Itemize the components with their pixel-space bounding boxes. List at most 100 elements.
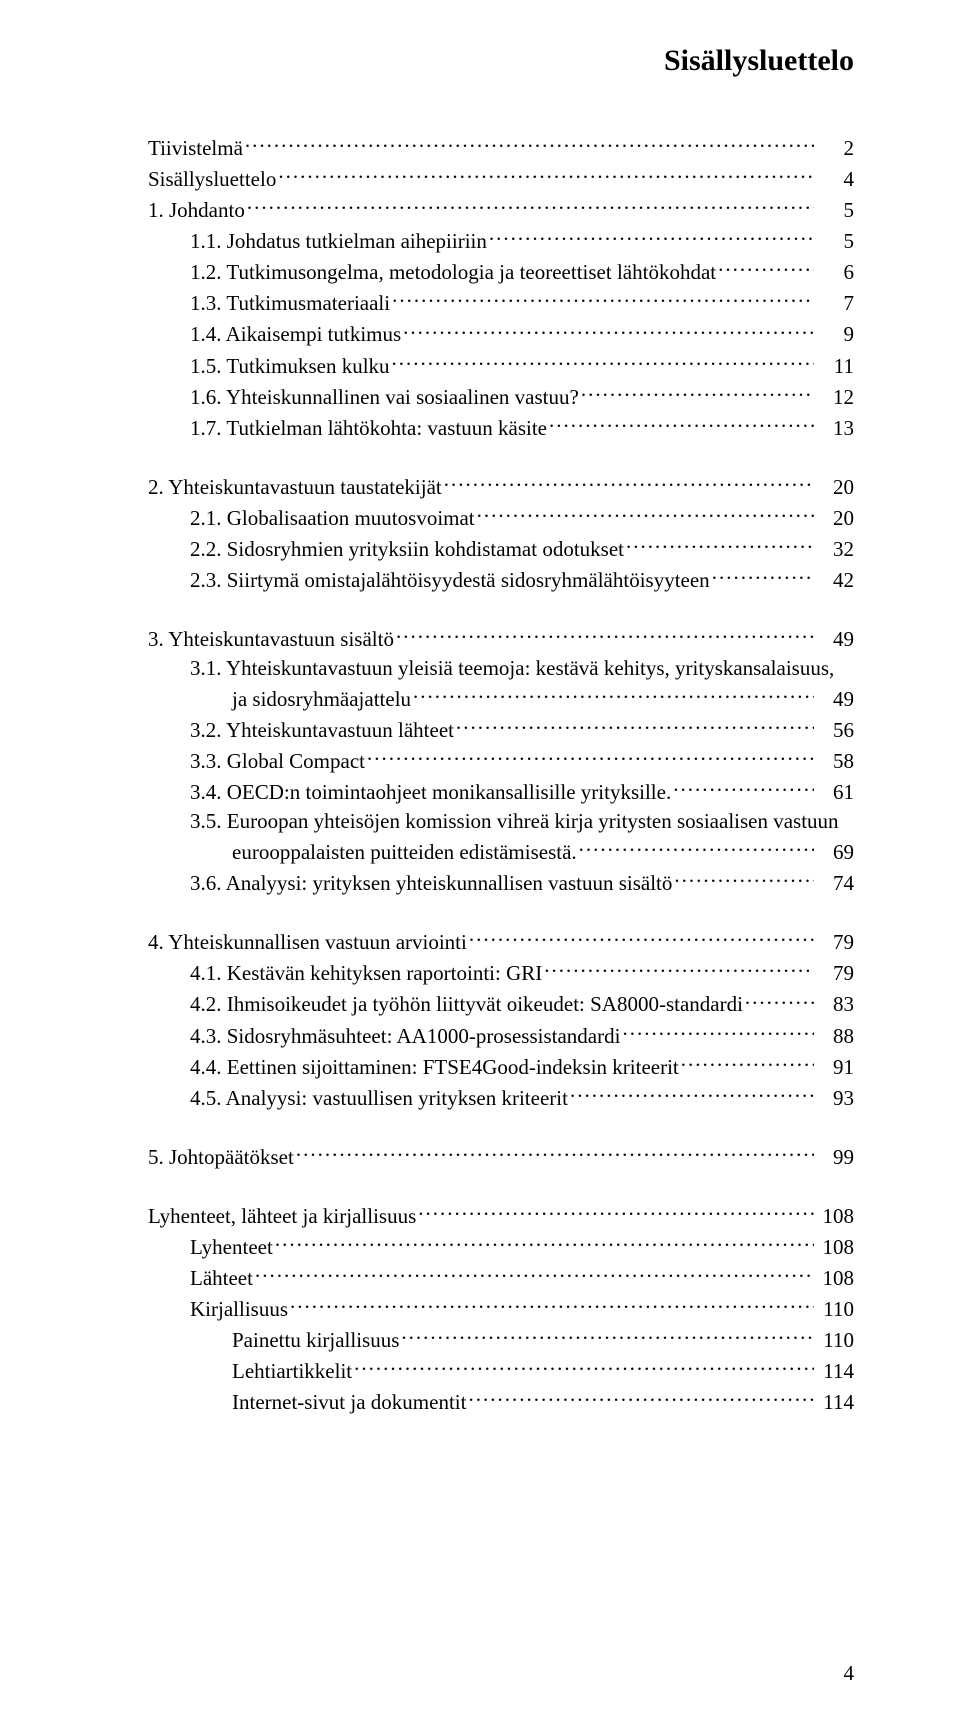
- toc-entry: 4.4. Eettinen sijoittaminen: FTSE4Good-i…: [148, 1051, 854, 1082]
- toc-leader-dots: [396, 623, 814, 646]
- toc-entry-label: 1.7. Tutkielman lähtökohta: vastuun käsi…: [190, 414, 547, 443]
- toc-entry-label: Lyhenteet: [190, 1233, 273, 1262]
- toc-entry-label: 2. Yhteiskuntavastuun taustatekijät: [148, 473, 442, 502]
- toc-leader-dots: [245, 132, 814, 155]
- toc-entry-label: Lähteet: [190, 1264, 253, 1293]
- toc-entry-page: 2: [816, 134, 854, 163]
- toc-entry: 4.2. Ihmisoikeudet ja työhön liittyvät o…: [148, 988, 854, 1019]
- toc-entry-label: 4. Yhteiskunnallisen vastuun arviointi: [148, 928, 467, 957]
- toc-entry: 1.5. Tutkimuksen kulku11: [148, 349, 854, 380]
- toc-leader-dots: [278, 163, 814, 186]
- toc-entry-page: 49: [816, 685, 854, 714]
- toc-entry-page: 114: [816, 1388, 854, 1417]
- toc-entry: Tiivistelmä 2: [148, 132, 854, 163]
- toc-leader-dots: [673, 776, 814, 799]
- toc-entry-label: Lehtiartikkelit: [232, 1357, 352, 1386]
- toc-entry-label: 4.2. Ihmisoikeudet ja työhön liittyvät o…: [190, 990, 743, 1019]
- toc-entry: 1.4. Aikaisempi tutkimus9: [148, 318, 854, 349]
- toc-entry: 4.1. Kestävän kehityksen raportointi: GR…: [148, 957, 854, 988]
- toc-entry-label: 2.2. Sidosryhmien yrityksiin kohdistamat…: [190, 535, 624, 564]
- table-of-contents: Tiivistelmä2Sisällysluettelo41. Johdanto…: [148, 132, 854, 1417]
- toc-entry-page: 20: [816, 473, 854, 502]
- toc-entry: 3. Yhteiskuntavastuun sisältö 49: [148, 623, 854, 654]
- toc-entry: 3.1. Yhteiskuntavastuun yleisiä teemoja:…: [148, 654, 854, 683]
- toc-entry-page: 12: [816, 383, 854, 412]
- toc-leader-dots: [489, 225, 814, 248]
- toc-entry-label: 3.4. OECD:n toimintaohjeet monikansallis…: [190, 778, 671, 807]
- toc-entry-page: 42: [816, 566, 854, 595]
- toc-gap: [148, 898, 854, 926]
- toc-entry: 1.7. Tutkielman lähtökohta: vastuun käsi…: [148, 412, 854, 443]
- toc-entry: 2. Yhteiskuntavastuun taustatekijät 20: [148, 471, 854, 502]
- toc-entry-page: 20: [816, 504, 854, 533]
- toc-leader-dots: [255, 1262, 814, 1285]
- toc-entry: 3.5. Euroopan yhteisöjen komission vihre…: [148, 807, 854, 836]
- toc-leader-dots: [401, 1324, 814, 1347]
- toc-entry-label: 4.4. Eettinen sijoittaminen: FTSE4Good-i…: [190, 1053, 679, 1082]
- toc-entry: 1.3. Tutkimusmateriaali7: [148, 287, 854, 318]
- toc-entry-page: 49: [816, 625, 854, 654]
- toc-entry: 4. Yhteiskunnallisen vastuun arviointi79: [148, 926, 854, 957]
- toc-entry: Sisällysluettelo 4: [148, 163, 854, 194]
- toc-leader-dots: [418, 1200, 814, 1223]
- toc-entry-page: 110: [816, 1326, 854, 1355]
- toc-entry: 4.5. Analyysi: vastuullisen yrityksen kr…: [148, 1082, 854, 1113]
- toc-entry-label: Tiivistelmä: [148, 134, 243, 163]
- toc-leader-dots: [570, 1082, 814, 1105]
- toc-entry: 1.1. Johdatus tutkielman aihepiiriin5: [148, 225, 854, 256]
- toc-entry-page: 114: [816, 1357, 854, 1386]
- toc-entry-continuation: ja sidosryhmäajattelu49: [148, 683, 854, 714]
- toc-leader-dots: [247, 194, 814, 217]
- page-number: 4: [844, 1661, 855, 1686]
- toc-leader-dots: [403, 318, 814, 341]
- toc-entry: 2.3. Siirtymä omistajalähtöisyydestä sid…: [148, 564, 854, 595]
- toc-entry: Lyhenteet, lähteet ja kirjallisuus108: [148, 1200, 854, 1231]
- toc-leader-dots: [469, 926, 814, 949]
- toc-entry: Kirjallisuus 110: [148, 1293, 854, 1324]
- toc-entry-label: Sisällysluettelo: [148, 165, 276, 194]
- toc-entry-page: 83: [816, 990, 854, 1019]
- toc-entry-label: Kirjallisuus: [190, 1295, 288, 1324]
- toc-entry-page: 32: [816, 535, 854, 564]
- toc-leader-dots: [718, 256, 814, 279]
- toc-entry-page: 4: [816, 165, 854, 194]
- toc-entry: 5. Johtopäätökset99: [148, 1141, 854, 1172]
- toc-leader-dots: [544, 957, 814, 980]
- toc-entry-page: 7: [816, 289, 854, 318]
- toc-entry-label: 2.3. Siirtymä omistajalähtöisyydestä sid…: [190, 566, 710, 595]
- toc-leader-dots: [392, 287, 814, 310]
- toc-entry-label: 3. Yhteiskuntavastuun sisältö: [148, 625, 394, 654]
- toc-entry-page: 88: [816, 1022, 854, 1051]
- toc-entry: 2.2. Sidosryhmien yrityksiin kohdistamat…: [148, 533, 854, 564]
- toc-entry-label: 1.4. Aikaisempi tutkimus: [190, 320, 401, 349]
- toc-leader-dots: [296, 1141, 814, 1164]
- toc-leader-dots: [468, 1386, 814, 1409]
- toc-leader-dots: [275, 1231, 814, 1254]
- toc-leader-dots: [367, 745, 814, 768]
- toc-entry-page: 61: [816, 778, 854, 807]
- toc-entry-page: 5: [816, 227, 854, 256]
- toc-entry: 4.3. Sidosryhmäsuhteet: AA1000-prosessis…: [148, 1019, 854, 1050]
- toc-leader-dots: [354, 1355, 814, 1378]
- toc-leader-dots: [622, 1019, 814, 1042]
- toc-entry: 3.4. OECD:n toimintaohjeet monikansallis…: [148, 776, 854, 807]
- toc-leader-dots: [477, 502, 814, 525]
- toc-entry-label: 3.1. Yhteiskuntavastuun yleisiä teemoja:…: [190, 654, 834, 683]
- toc-entry-page: 108: [816, 1233, 854, 1262]
- toc-entry-page: 58: [816, 747, 854, 776]
- toc-entry-page: 13: [816, 414, 854, 443]
- toc-entry-page: 56: [816, 716, 854, 745]
- toc-entry-page: 91: [816, 1053, 854, 1082]
- toc-entry: 2.1. Globalisaation muutosvoimat20: [148, 502, 854, 533]
- toc-entry-page: 6: [816, 258, 854, 287]
- toc-entry: 3.3. Global Compact58: [148, 745, 854, 776]
- toc-gap: [148, 1172, 854, 1200]
- toc-entry-page: 69: [816, 838, 854, 867]
- toc-entry: 3.6. Analyysi: yrityksen yhteiskunnallis…: [148, 867, 854, 898]
- toc-leader-dots: [681, 1051, 814, 1074]
- toc-leader-dots: [712, 564, 814, 587]
- toc-leader-dots: [579, 836, 814, 859]
- toc-leader-dots: [745, 988, 814, 1011]
- toc-entry: Lyhenteet 108: [148, 1231, 854, 1262]
- toc-entry-page: 110: [816, 1295, 854, 1324]
